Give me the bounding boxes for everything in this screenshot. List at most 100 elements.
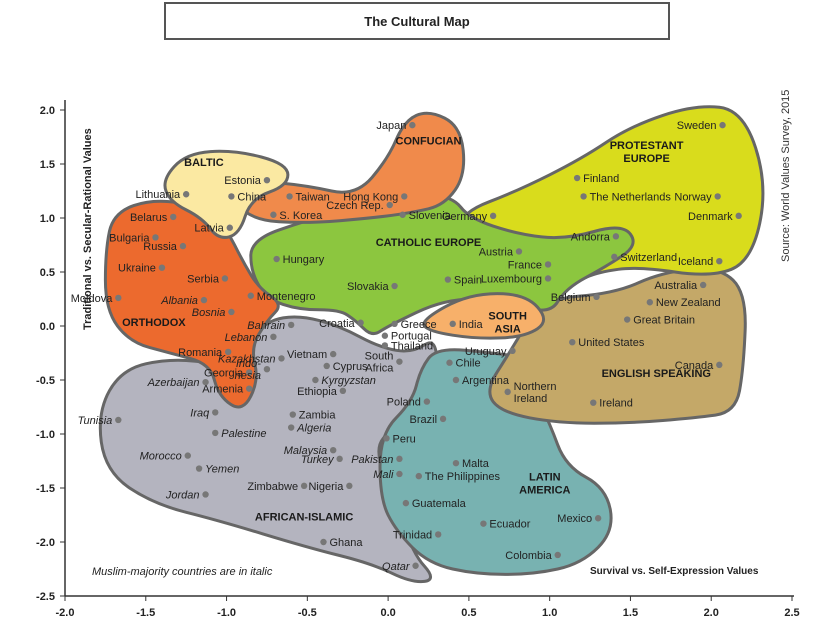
country-label: Pakistan [351,454,393,466]
country-label: Canada [675,360,714,372]
country-label: Turkey [301,454,335,466]
country-label: Latvia [194,223,224,235]
country-label: Brazil [410,414,438,426]
country-label: Malta [462,458,490,470]
country-label: Poland [387,397,421,409]
country-label: Morocco [140,451,182,463]
x-axis-title: Survival vs. Self-Expression Values [590,566,759,577]
country-point [504,388,511,396]
y-tick-label: -1.0 [36,429,55,441]
country-label: Moldova [71,293,113,305]
country-label: Portugal [391,331,432,343]
country-point [593,293,600,301]
country-point [270,333,277,340]
country-label: Ecuador [489,519,530,531]
region-label: BALTIC [184,157,224,169]
country-point [329,447,337,454]
x-tick-label: 1.5 [623,607,638,619]
country-label: Slovakia [347,281,389,293]
country-point [612,233,620,240]
country-label: S. Korea [279,210,323,222]
country-label: Vietnam [287,349,327,361]
country-point [646,299,654,306]
x-tick-label: 0.5 [461,607,476,619]
country-point [716,361,723,369]
country-label: Germany [442,211,488,223]
baltic-region [163,149,290,239]
country-point [200,296,208,304]
region-label: AFRICAN-ISLAMIC [255,511,353,523]
country-point [263,366,271,373]
country-point [270,211,277,218]
country-point [247,292,254,299]
country-label: Uruguay [465,346,507,358]
country-point [573,174,581,182]
country-point [452,376,460,384]
country-point [412,562,419,569]
country-point [396,455,403,463]
country-point [580,193,587,200]
country-label: Russia [143,241,178,253]
country-point [182,191,190,198]
country-label: Denmark [688,211,733,223]
country-point [611,253,618,261]
country-label: Northern Ireland [514,381,557,405]
country-point [245,385,253,392]
country-point [569,339,576,346]
country-label: Belgium [551,292,591,304]
country-point [184,452,191,459]
muslim-majority-note: Muslim-majority countries are in italic [92,566,273,578]
country-point [452,459,460,467]
x-tick-label: -2.0 [56,607,75,619]
country-point [409,121,416,129]
country-point [245,369,253,376]
country-label: Bosnia [192,307,226,319]
country-point [228,308,235,316]
country-point [399,211,406,218]
region-label: SOUTH ASIA [488,311,527,336]
country-point [287,424,295,431]
country-label: China [237,191,267,203]
country-point [329,350,337,358]
country-point [170,213,177,221]
country-label: Lebanon [225,332,268,344]
country-label: Australia [654,280,698,292]
country-label: Finland [583,173,619,185]
country-label: Iraq [190,407,210,419]
country-label: Peru [392,433,415,445]
country-point [300,482,308,490]
country-label: The Philippines [425,471,501,483]
country-point [286,193,293,200]
country-label: Cyprus [333,361,368,373]
country-label: Malaysia [284,445,327,457]
country-point [544,275,552,282]
region-label: CONFUCIAN [396,136,462,148]
country-point [386,201,393,209]
country-label: The Netherlands [590,191,672,203]
y-tick-label: 1.5 [40,159,55,171]
country-label: Slovenia [409,210,452,222]
country-label: Algeria [296,423,331,435]
country-label: Bahrain [247,320,285,332]
country-label: Sweden [677,120,717,132]
country-point [224,348,232,356]
country-point [228,193,235,200]
country-point [336,455,343,463]
country-point [323,362,330,370]
country-point [346,482,353,490]
country-label: Czech Rep. [326,200,383,212]
y-tick-label: -1.5 [36,483,55,495]
country-point [381,332,389,339]
country-label: United States [578,337,645,349]
country-point [212,409,219,416]
country-label: Albania [160,295,198,307]
country-label: Armenia [202,384,244,396]
country-label: Serbia [187,273,220,285]
region-label: CATHOLIC EUROPE [376,237,482,249]
country-label: Trinidad [393,529,432,541]
country-label: Austria [479,246,514,258]
country-label: Chile [456,358,481,370]
country-point [509,347,516,355]
country-label: Montenegro [257,291,316,303]
country-point [396,470,403,478]
